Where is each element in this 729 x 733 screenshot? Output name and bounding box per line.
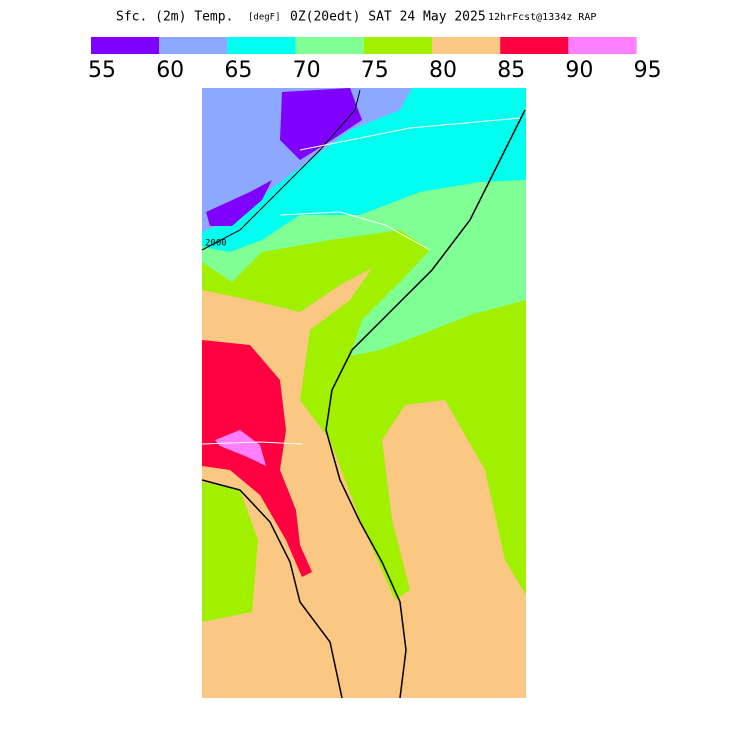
- legend-label: 65: [224, 58, 252, 83]
- legend-label: 80: [429, 58, 457, 83]
- zone-90: [215, 430, 266, 466]
- legend-swatch: [432, 37, 501, 54]
- state-line: [279, 211, 431, 251]
- legend-swatch: [363, 37, 432, 54]
- legend-swatch: [500, 37, 569, 54]
- zone-55: [280, 88, 362, 160]
- coastline: [201, 479, 343, 699]
- coastline: [325, 109, 526, 699]
- forecast: 12hrFcst@1334z RAP: [488, 12, 596, 23]
- legend-swatch: [227, 37, 296, 54]
- legend-swatch: [295, 37, 364, 54]
- contour: [201, 89, 361, 251]
- state-line: [299, 117, 521, 151]
- legend: 55 60 65 70 75 80 85 90 95: [88, 37, 662, 83]
- map: 2000: [201, 88, 526, 699]
- zone-55: [206, 180, 272, 226]
- zone-75: [202, 482, 258, 622]
- legend-label: 70: [293, 58, 321, 83]
- legend-label: 95: [634, 58, 662, 83]
- legend-swatch: [91, 37, 160, 54]
- legend-label: 85: [497, 58, 525, 83]
- title: Sfc. (2m) Temp.: [116, 10, 233, 25]
- units: [degF]: [248, 13, 281, 23]
- state-line: [201, 441, 303, 445]
- contour-label: 2000: [205, 239, 227, 249]
- time: 0Z(20edt) SAT 24 May 2025: [290, 10, 486, 25]
- legend-label: 55: [88, 58, 116, 83]
- legend-label: 75: [361, 58, 389, 83]
- legend-label: 60: [156, 58, 184, 83]
- legend-label: 90: [565, 58, 593, 83]
- legend-swatch: [568, 37, 637, 54]
- legend-swatch: [159, 37, 228, 54]
